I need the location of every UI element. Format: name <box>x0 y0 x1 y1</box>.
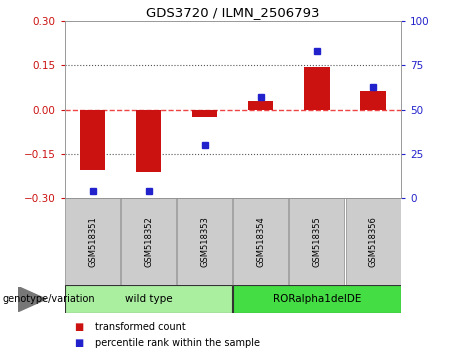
Polygon shape <box>18 287 46 312</box>
Bar <box>121 198 176 285</box>
Text: GSM518355: GSM518355 <box>313 216 321 267</box>
Bar <box>304 67 330 110</box>
Bar <box>361 91 386 110</box>
Bar <box>80 110 105 170</box>
Bar <box>248 101 273 110</box>
Text: ■: ■ <box>74 338 83 348</box>
Title: GDS3720 / ILMN_2506793: GDS3720 / ILMN_2506793 <box>146 6 319 19</box>
Text: GSM518351: GSM518351 <box>88 216 97 267</box>
Bar <box>192 110 218 117</box>
Text: GSM518352: GSM518352 <box>144 216 153 267</box>
Text: GSM518353: GSM518353 <box>200 216 209 267</box>
Text: percentile rank within the sample: percentile rank within the sample <box>95 338 260 348</box>
Text: genotype/variation: genotype/variation <box>2 294 95 304</box>
Bar <box>65 198 120 285</box>
Bar <box>136 110 161 172</box>
Bar <box>177 198 232 285</box>
Text: GSM518354: GSM518354 <box>256 216 266 267</box>
Bar <box>346 198 401 285</box>
Text: ■: ■ <box>74 322 83 332</box>
Bar <box>290 198 344 285</box>
Text: wild type: wild type <box>125 294 172 304</box>
Bar <box>233 198 288 285</box>
Text: transformed count: transformed count <box>95 322 185 332</box>
Text: GSM518356: GSM518356 <box>368 216 378 267</box>
Bar <box>65 285 232 313</box>
Bar <box>233 285 401 313</box>
Text: RORalpha1delDE: RORalpha1delDE <box>273 294 361 304</box>
